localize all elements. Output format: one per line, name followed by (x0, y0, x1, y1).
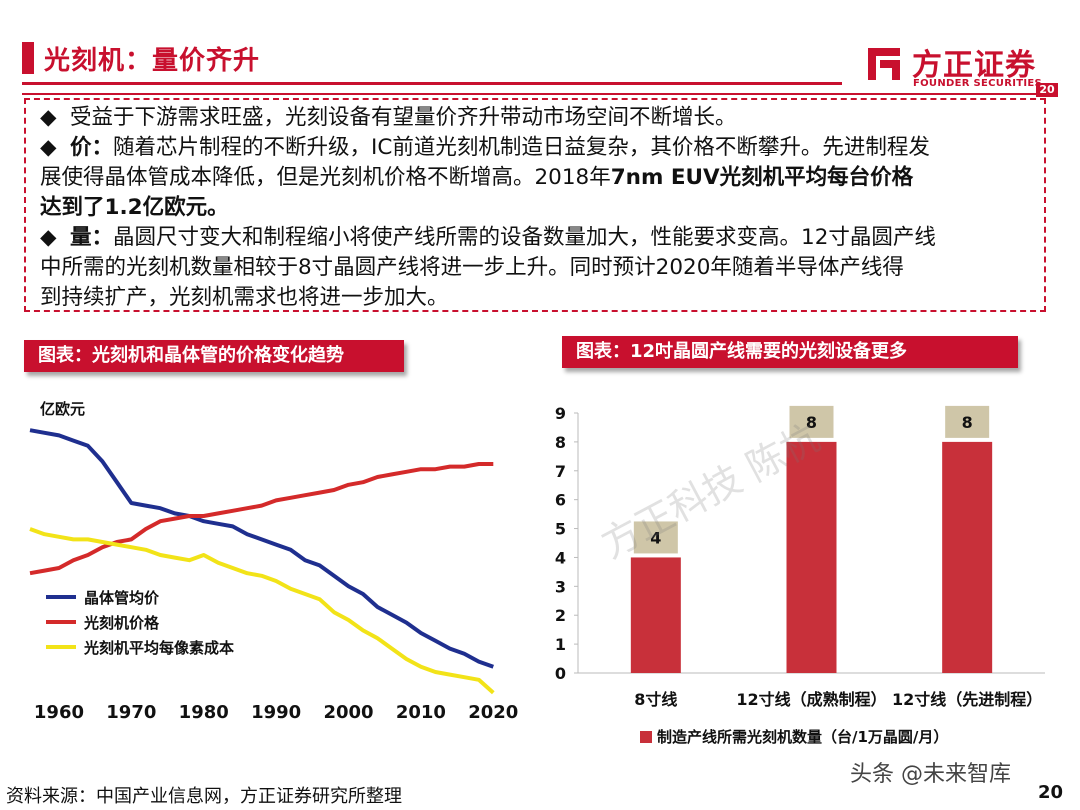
series-line-2 (29, 527, 495, 695)
x-category-label-0: 8寸线 (634, 690, 677, 709)
bullet-3-line-1: ◆ 量：晶圆尺寸变大和制程缩小将使产线所需的设备数量加大，性能要求变高。12寸晶圆… (40, 223, 1040, 253)
bullet-1-text: 受益于下游需求旺盛，光刻设备有望量价齐升带动市场空间不断增长。 (70, 105, 737, 130)
summary-box (24, 98, 1046, 312)
bar-2 (942, 441, 993, 673)
title-underline (22, 82, 842, 85)
bullet-3-lead: 量： (70, 225, 114, 250)
y-tick-label-5: 5 (555, 520, 566, 539)
diamond-bullet-icon: ◆ (40, 105, 57, 130)
title-accent-bar (22, 42, 34, 74)
source-note: 资料来源：中国产业信息网，方正证券研究所整理 (6, 786, 402, 807)
x-tick-label-6: 2020 (468, 702, 518, 723)
diamond-bullet-icon: ◆ (40, 135, 57, 160)
bullet-2-text-1: 随着芯片制程的不断升级，IC前道光刻机制造日益复杂，其价格不断攀升。先进制程发 (113, 135, 930, 160)
y-tick-label-4: 4 (555, 548, 566, 567)
series-line-1 (29, 462, 494, 576)
y-tick-label-3: 3 (555, 577, 566, 596)
bullet-3-line-2: 中所需的光刻机数量相较于8寸晶圆产线将进一步上升。同时预计2020年随着半导体产… (40, 253, 1040, 283)
y-tick-label-9: 9 (555, 404, 566, 423)
price-trend-line-chart: 亿欧元 1960 1970 1980 1990 2000 2010 2020 晶体管均价光刻机价… (29, 400, 518, 723)
bar-label-box-0 (633, 521, 678, 554)
y-tick-label-1: 1 (555, 635, 566, 654)
bar-data-label-0: 4 (650, 528, 661, 547)
bullet-2-line-1: ◆ 价：随着芯片制程的不断升级，IC前道光刻机制造日益复杂，其价格不断攀升。先进制… (40, 133, 1040, 163)
header-divider (22, 93, 1054, 95)
legend-swatch (640, 731, 652, 743)
y-tick-label-2: 2 (555, 606, 566, 625)
x-tick-label-0: 1960 (34, 702, 84, 723)
page-badge: 20 (1036, 83, 1058, 97)
logo-name-en: FOUNDER SECURITIES (913, 78, 1043, 89)
logo-name-cn: 方正证券 (912, 48, 1036, 83)
bar-0 (630, 557, 681, 673)
diamond-bullet-icon: ◆ (40, 225, 57, 250)
y-tick-label-7: 7 (555, 462, 566, 481)
founder-logo-icon (868, 48, 900, 80)
x-tick-label-5: 2010 (396, 702, 446, 723)
bullet-2-text-3: 达到了1.2亿欧元。 (40, 195, 229, 220)
bullet-3-line-3: 到持续扩产，光刻机需求也将进一步加大。 (40, 283, 1040, 313)
x-category-label-1: 12寸线（成熟制程） (736, 690, 886, 709)
legend-label-0: 晶体管均价 (84, 589, 160, 607)
right-chart-title: 图表：12吋晶圆产线需要的光刻设备更多 (562, 336, 1018, 368)
x-tick-label-3: 1990 (251, 702, 301, 723)
bullet-3-text-2: 中所需的光刻机数量相较于8寸晶圆产线将进一步上升。同时预计2020年随着半导体产… (40, 255, 904, 280)
bullet-3-text-3: 到持续扩产，光刻机需求也将进一步加大。 (40, 285, 449, 310)
litho-count-bar-chart: 0 1 2 3 4 5 6 7 8 9 4 8寸线 8 12寸线（成熟制程） 8 12寸线（先进制程） 制造产线… (555, 404, 1045, 746)
wechat-watermark: 头条 @未来智库 (850, 762, 1011, 787)
legend-label: 制造产线所需光刻机数量（台/1万晶圆/月） (657, 728, 948, 746)
bullet-3-text-1: 晶圆尺寸变大和制程缩小将使产线所需的设备数量加大，性能要求变高。12寸晶圆产线 (113, 225, 936, 250)
x-tick-label-4: 2000 (323, 702, 373, 723)
bar-label-box-2 (945, 405, 990, 438)
page-number: 20 (1038, 782, 1064, 803)
x-tick-label-1: 1970 (106, 702, 156, 723)
y-tick-label-8: 8 (555, 433, 566, 452)
y-axis-label: 亿欧元 (40, 400, 85, 418)
y-tick-label-6: 6 (555, 491, 566, 510)
bar-data-label-1: 8 (806, 413, 817, 432)
bullet-2-line-3: 达到了1.2亿欧元。 (40, 193, 1040, 223)
left-chart-title: 图表：光刻机和晶体管的价格变化趋势 (24, 340, 404, 372)
bullet-2-highlight: 7nm EUV光刻机平均每台价格 (610, 165, 914, 190)
bullet-2-line-2: 展使得晶体管成本降低，但是光刻机价格不断增高。2018年7nm EUV光刻机平均… (40, 163, 1040, 193)
bullet-2-text-2a: 展使得晶体管成本降低，但是光刻机价格不断增高。2018年 (40, 165, 611, 190)
legend-label-1: 光刻机价格 (83, 614, 160, 632)
x-tick-label-2: 1980 (179, 702, 229, 723)
x-category-label-2: 12寸线（先进制程） (892, 690, 1042, 709)
series-line-0 (29, 428, 494, 669)
page-title: 光刻机：量价齐升 (44, 46, 261, 76)
bullet-1: ◆ 受益于下游需求旺盛，光刻设备有望量价齐升带动市场空间不断增长。 (40, 103, 1040, 133)
legend-label-2: 光刻机平均每像素成本 (83, 639, 234, 657)
bullet-2-lead: 价： (70, 135, 114, 160)
bar-label-box-1 (789, 405, 834, 438)
y-tick-label-0: 0 (555, 664, 566, 683)
bar-data-label-2: 8 (962, 413, 973, 432)
bar-1 (786, 441, 837, 673)
